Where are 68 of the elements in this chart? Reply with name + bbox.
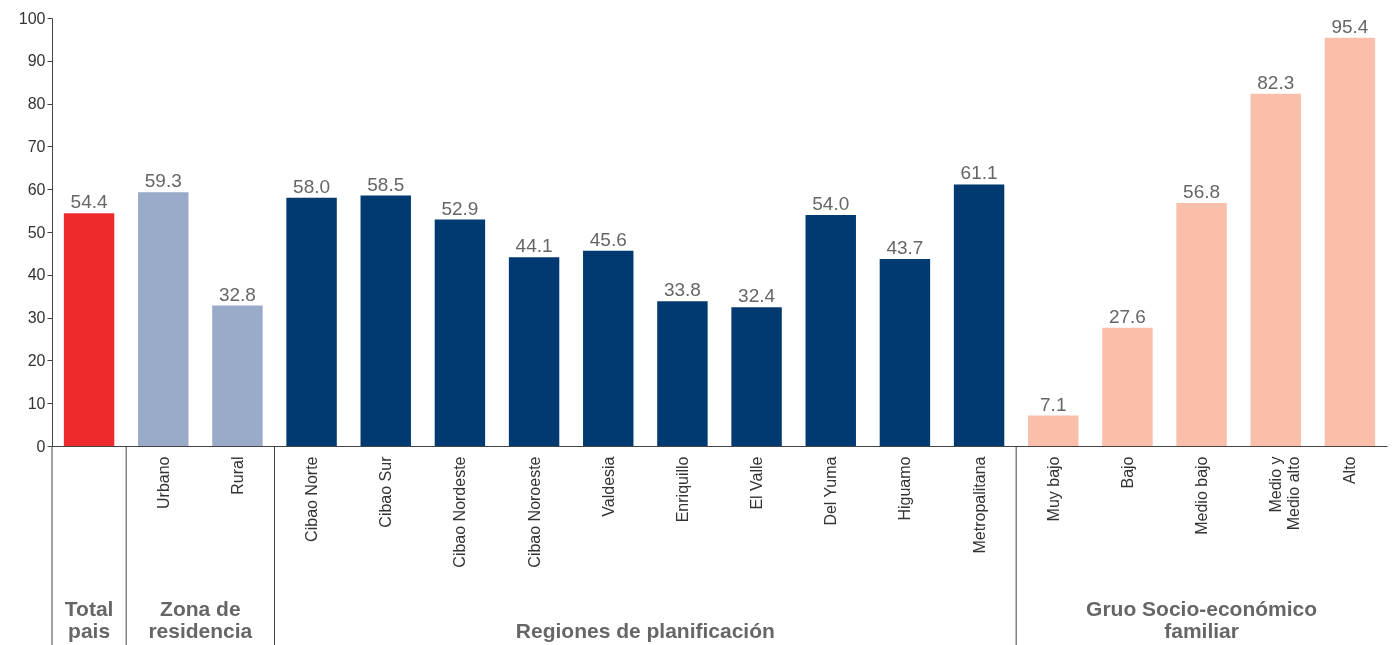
x-tick-label: Metropalitana [970,456,988,554]
text: Total pais [64,597,114,642]
bar [212,305,263,446]
data-label: 95.4 [1331,15,1369,37]
data-label: 61.1 [960,162,998,184]
x-tick-label: Medio y Medio alto [1267,456,1303,531]
x-tick-label: Cibao Nordeste [451,456,469,568]
data-label: 58.5 [367,173,405,195]
bar [805,214,856,446]
x-tick-label: Cibao Norte [303,456,321,542]
x-tick-label: Enriquillo [673,456,691,523]
data-label: 59.3 [144,170,182,192]
text: Regiones de planificación [515,619,775,642]
x-tick-label: El Valle [748,456,766,510]
bar [1176,202,1227,446]
y-tick-label: 10 [27,394,46,412]
y-tick-label: 0 [36,437,46,455]
data-label: 54.0 [812,192,850,214]
bar [63,213,115,446]
data-label: 33.8 [663,279,701,301]
bar [879,258,931,446]
data-label: 54.4 [70,191,108,213]
x-tick-label: Higuamo [896,456,914,521]
text: Zona de residencia [148,597,253,642]
y-tick-label: 40 [27,266,46,284]
text: Gruo Socio-económico familiar [1086,597,1318,642]
data-label: 43.7 [886,236,924,258]
x-tick-label: Del Yuma [822,456,840,526]
x-tick-label: Cibao Sur [377,455,395,528]
x-tick-label: Valdesia [599,456,617,517]
bar [731,307,782,446]
data-label: 56.8 [1183,180,1221,202]
x-tick-label: Alto [1341,456,1359,485]
x-tick-label: Bajo [1118,456,1136,489]
bar [1102,327,1153,446]
bar [583,250,634,446]
y-tick-label: 30 [27,309,46,327]
x-tick-label: Urbano [154,456,172,509]
bar [1250,93,1301,446]
x-tick-label: Rural [228,456,246,495]
y-tick-label: 50 [27,223,46,241]
bar [1324,37,1376,446]
bar [508,257,560,446]
x-tick-label: Muy bajo [1044,456,1062,522]
y-tick-label: 80 [27,95,46,113]
bar [286,197,337,446]
data-label: 7.1 [1040,393,1067,415]
y-tick-label: 20 [27,351,46,369]
x-tick-label: Medio bajo [1193,456,1211,535]
data-label: 32.4 [738,285,776,307]
bar [360,195,411,446]
bar [1028,415,1079,446]
data-label: 82.3 [1257,71,1295,93]
bar [138,192,189,446]
x-tick-label: Cibao Noroeste [525,456,543,568]
bar [953,184,1005,446]
y-tick-label: 90 [27,52,46,70]
data-label: 32.8 [218,283,256,305]
data-label: 27.6 [1108,305,1146,327]
y-tick-label: 70 [27,137,46,155]
data-label: 44.1 [515,235,553,257]
bar [657,301,708,446]
data-label: 52.9 [441,197,479,219]
data-label: 58.0 [293,175,331,197]
bar [434,219,486,446]
y-tick-label: 60 [27,180,46,198]
data-label: 45.6 [589,228,627,250]
y-tick-label: 100 [18,9,46,27]
